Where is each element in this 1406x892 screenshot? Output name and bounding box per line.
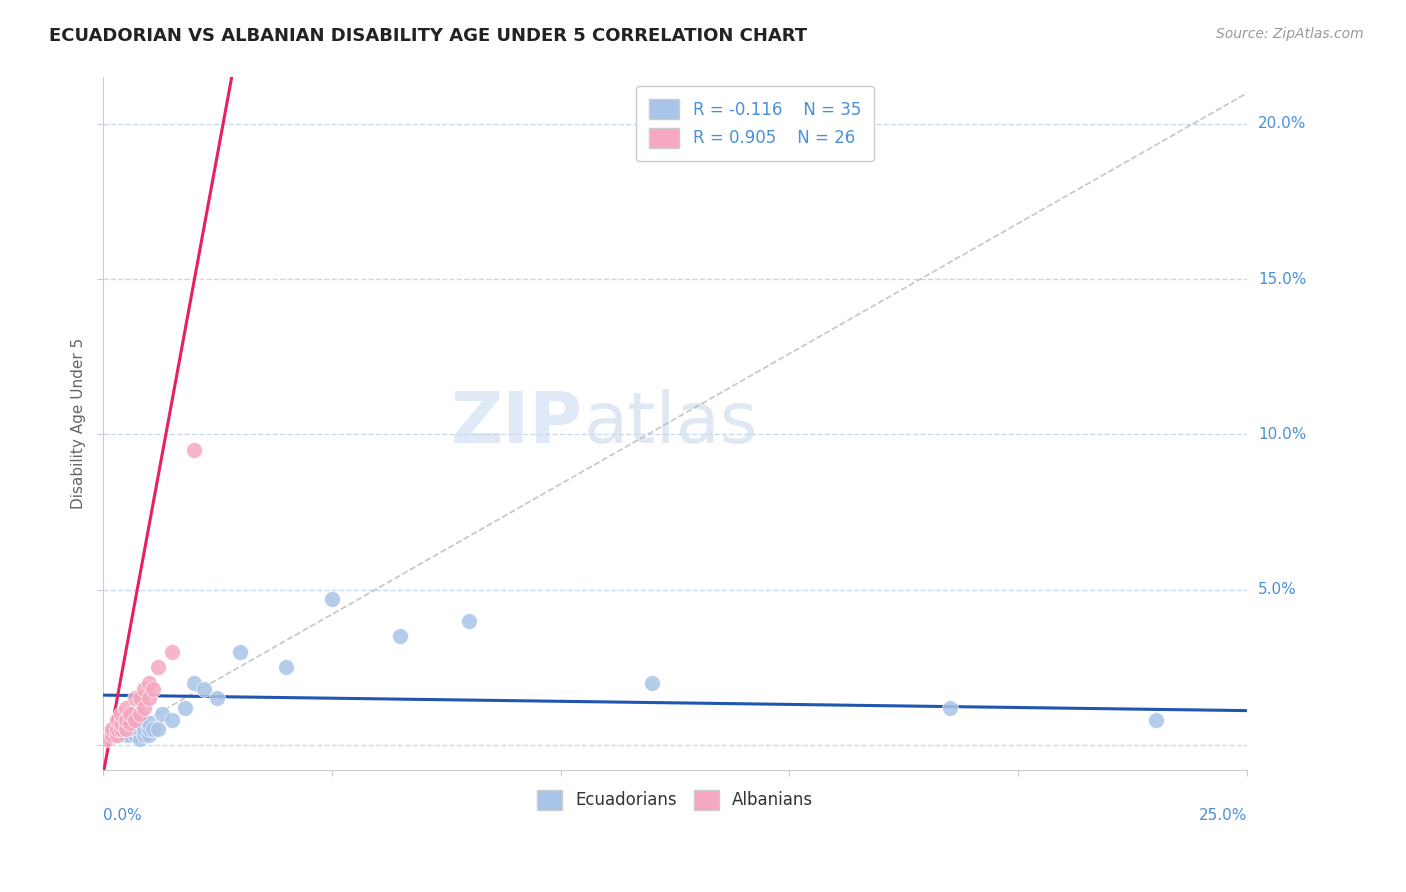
Text: 0.0%: 0.0% (103, 808, 142, 823)
Point (389, 629, 412, 643)
Point (114, 713, 136, 727)
Text: 15.0%: 15.0% (1258, 272, 1306, 286)
Point (105, 713, 128, 727)
Point (138, 675, 160, 690)
Point (120, 728, 142, 742)
Point (146, 660, 169, 674)
Point (146, 723, 169, 737)
Point (183, 442, 205, 457)
Text: 20.0%: 20.0% (1258, 117, 1306, 131)
Text: Source: ZipAtlas.com: Source: ZipAtlas.com (1216, 27, 1364, 41)
Point (124, 728, 146, 742)
Point (124, 691, 146, 706)
Point (105, 728, 128, 742)
Point (96, 731, 118, 746)
Point (1144, 713, 1167, 727)
Point (114, 728, 136, 742)
Point (110, 723, 132, 737)
Point (101, 723, 124, 737)
Point (124, 713, 146, 727)
Point (138, 728, 160, 742)
Point (128, 716, 150, 731)
Point (938, 700, 960, 714)
Point (120, 706, 142, 721)
Point (124, 713, 146, 727)
Point (458, 614, 481, 628)
Point (174, 700, 197, 714)
Point (152, 706, 174, 721)
Text: ECUADORIAN VS ALBANIAN DISABILITY AGE UNDER 5 CORRELATION CHART: ECUADORIAN VS ALBANIAN DISABILITY AGE UN… (49, 27, 807, 45)
Text: ZIP: ZIP (451, 389, 583, 458)
Point (132, 728, 155, 742)
Point (124, 723, 146, 737)
Text: 10.0%: 10.0% (1258, 427, 1306, 442)
Point (105, 723, 128, 737)
Point (183, 675, 205, 690)
Point (120, 723, 142, 737)
Point (101, 723, 124, 737)
Point (193, 681, 215, 696)
Point (138, 691, 160, 706)
Text: 25.0%: 25.0% (1199, 808, 1247, 823)
Text: atlas: atlas (583, 389, 758, 458)
Point (142, 681, 165, 696)
Point (321, 591, 343, 606)
Point (120, 716, 142, 731)
Point (128, 731, 150, 746)
Y-axis label: Disability Age Under 5: Disability Age Under 5 (72, 338, 86, 509)
Point (138, 723, 160, 737)
Point (114, 700, 136, 714)
Point (132, 681, 155, 696)
Point (142, 723, 165, 737)
Point (128, 723, 150, 737)
Point (229, 645, 252, 659)
Point (101, 728, 124, 742)
Point (160, 713, 183, 727)
Text: 5.0%: 5.0% (1258, 582, 1296, 597)
Legend: Ecuadorians, Albanians: Ecuadorians, Albanians (530, 783, 820, 817)
Point (128, 706, 150, 721)
Point (114, 723, 136, 737)
Point (207, 691, 229, 706)
Point (274, 660, 297, 674)
Point (128, 691, 150, 706)
Point (110, 716, 132, 731)
Point (105, 728, 128, 742)
Point (110, 706, 132, 721)
Point (110, 723, 132, 737)
Point (132, 723, 155, 737)
Point (160, 645, 183, 659)
Point (110, 716, 132, 731)
Point (138, 716, 160, 731)
Point (641, 675, 664, 690)
Point (132, 700, 155, 714)
Point (114, 713, 136, 727)
